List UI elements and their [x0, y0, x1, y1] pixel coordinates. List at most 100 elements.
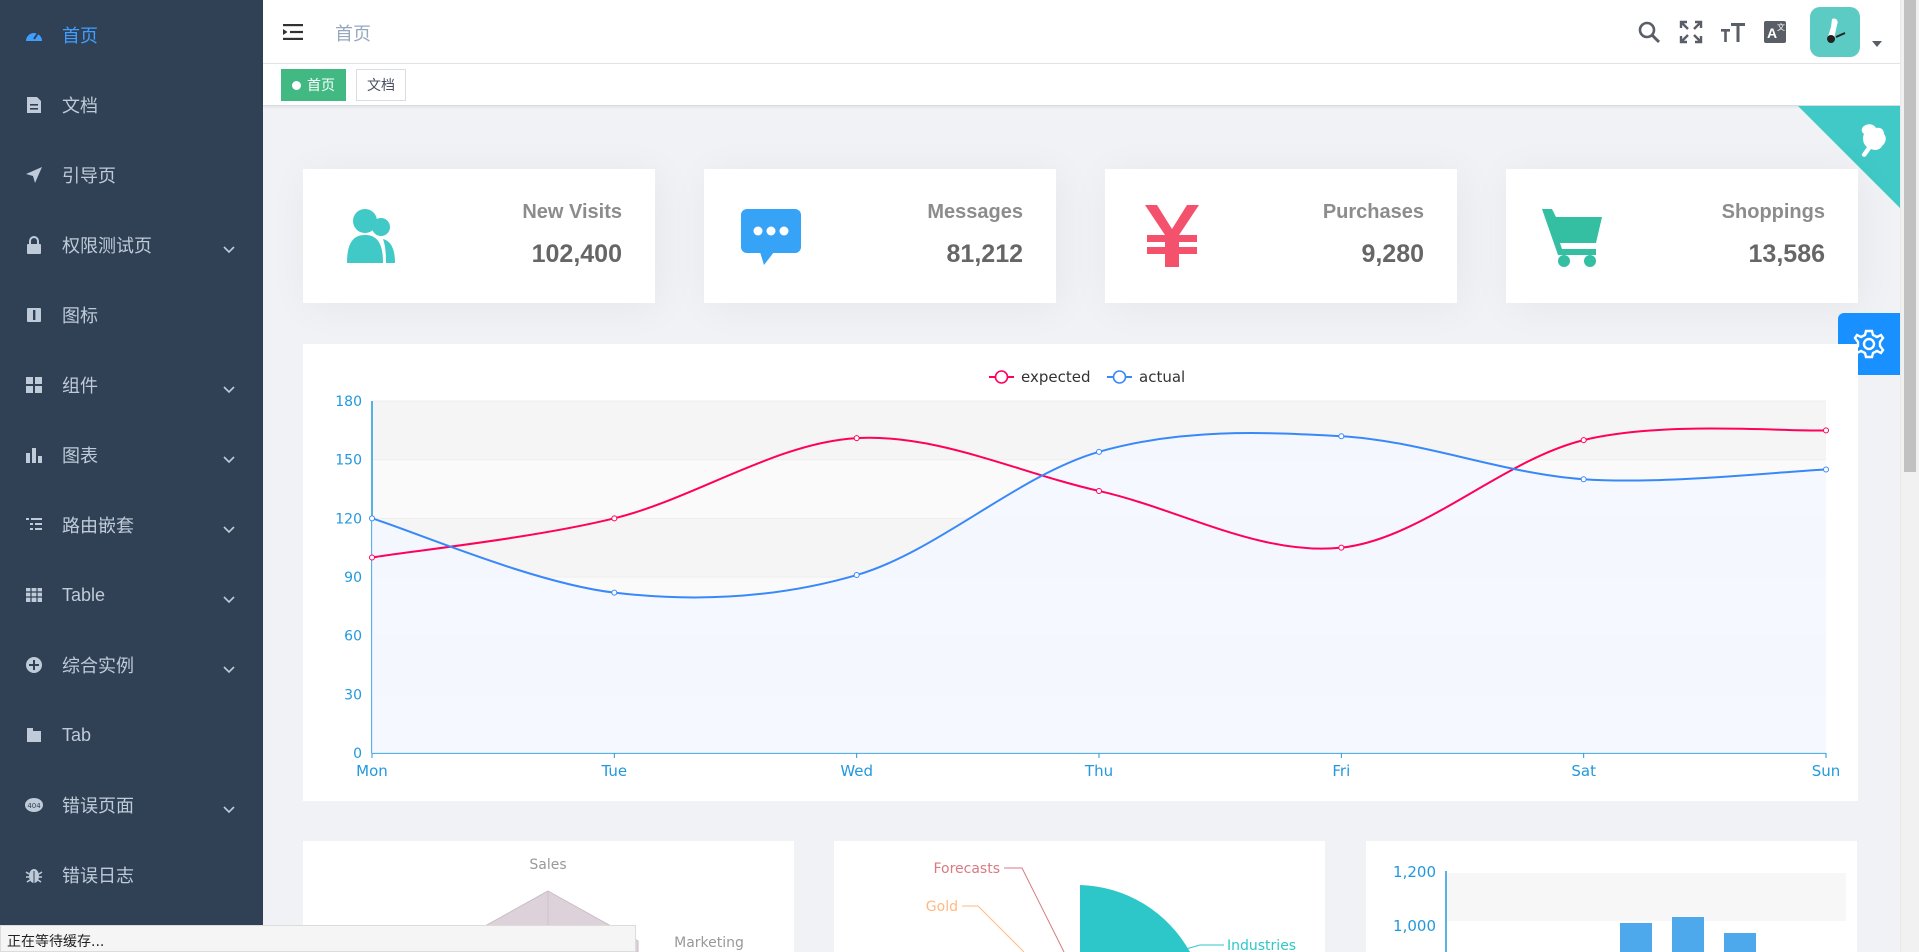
x-tick-label: Fri: [1332, 762, 1350, 780]
legend-label: actual: [1139, 368, 1185, 386]
sidebar-item-6[interactable]: 图表: [0, 420, 263, 490]
svg-text:404: 404: [27, 802, 41, 810]
y-tick-label: 30: [344, 687, 362, 703]
y-tick-label: 90: [344, 570, 362, 586]
dashboard-icon: [24, 25, 44, 45]
y-tick-label: 1,000: [1393, 917, 1436, 935]
sidebar-item-label: Table: [62, 584, 106, 605]
sidebar-item-1[interactable]: 文档: [0, 70, 263, 140]
breadcrumb[interactable]: 首页: [335, 24, 371, 44]
font-size-icon[interactable]: [1712, 11, 1754, 53]
github-corner-icon[interactable]: [1798, 106, 1900, 208]
bar: [1620, 923, 1652, 952]
actual-area: [372, 433, 1826, 753]
data-point: [1096, 448, 1102, 455]
bug-icon: [24, 865, 44, 885]
data-point: [1338, 544, 1345, 551]
peoples-icon: [347, 209, 395, 263]
shopping-icon: [1542, 209, 1602, 267]
sidebar-item-11[interactable]: 404 错误页面: [0, 770, 263, 840]
sidebar-item-10[interactable]: Tab: [0, 700, 263, 770]
chevron-down-icon: [223, 378, 235, 399]
sidebar-item-0[interactable]: 首页: [0, 0, 263, 70]
data-point: [853, 435, 860, 442]
tag-label: 文档: [367, 77, 395, 93]
guide-icon: [24, 165, 44, 185]
component-icon: [24, 375, 44, 395]
bar-chart-panel: 1,200 1,000: [1366, 841, 1857, 952]
sidebar-item-label: 图标: [62, 306, 98, 326]
y-tick-label: 0: [353, 746, 362, 762]
icon-icon: [24, 305, 44, 325]
document-icon: [24, 95, 44, 115]
x-tick-label: Sat: [1571, 762, 1596, 780]
data-point: [369, 554, 375, 561]
scrollbar[interactable]: [1900, 0, 1919, 952]
plot-band: [1446, 873, 1846, 921]
card-value: 102,400: [531, 240, 622, 268]
error-page-icon: 404: [24, 795, 44, 815]
chevron-down-icon[interactable]: [1872, 34, 1882, 52]
radar-indicator-label: Marketing: [674, 935, 744, 951]
chevron-down-icon: [223, 518, 235, 539]
scrollbar-thumb[interactable]: [1904, 0, 1916, 472]
legend-marker: [1112, 370, 1127, 384]
pie-label-line: [1185, 944, 1224, 950]
x-tick-label: Thu: [1084, 762, 1113, 780]
data-point: [853, 572, 860, 579]
legend-marker: [994, 370, 1009, 384]
card-purchases[interactable]: Purchases 9,280: [1105, 169, 1457, 303]
pie-label: Gold: [926, 899, 958, 915]
x-tick-label: Wed: [840, 762, 873, 780]
sidebar-item-7[interactable]: 路由嵌套: [0, 490, 263, 560]
data-point: [369, 515, 375, 522]
data-point: [1580, 437, 1587, 444]
chevron-down-icon: [223, 448, 235, 469]
sidebar-item-9[interactable]: 综合实例: [0, 630, 263, 700]
sidebar-item-label: 首页: [62, 26, 98, 46]
tag-documentation[interactable]: 文档: [356, 69, 406, 101]
sidebar-item-12[interactable]: 错误日志: [0, 840, 263, 910]
sidebar-item-8[interactable]: Table: [0, 560, 263, 630]
card-messages[interactable]: Messages 81,212: [704, 169, 1056, 303]
fullscreen-icon[interactable]: [1670, 11, 1712, 53]
sidebar-item-label: 组件: [62, 376, 98, 396]
sidebar-item-label: 错误页面: [62, 796, 134, 816]
table-icon: [24, 585, 44, 605]
data-point: [1096, 487, 1102, 494]
card-value: 13,586: [1748, 240, 1825, 268]
card-value: 9,280: [1361, 240, 1424, 268]
search-icon[interactable]: [1628, 11, 1670, 53]
bar: [1724, 933, 1756, 952]
card-shoppings[interactable]: Shoppings 13,586: [1506, 169, 1858, 303]
gear-icon: [1853, 329, 1885, 359]
active-dot-icon: [292, 80, 301, 90]
sidebar-item-label: 路由嵌套: [62, 516, 134, 536]
line-chart: 0 30 60 90 120 150 180 Mon Tue Wed Thu Fri Sat Sun exp…: [335, 368, 1840, 780]
sidebar-item-label: 引导页: [62, 166, 116, 186]
line-chart-panel: 0 30 60 90 120 150 180 Mon Tue Wed Thu Fri Sat Sun exp…: [303, 344, 1858, 801]
chevron-down-icon: [223, 798, 235, 819]
y-tick-label: 60: [344, 629, 362, 645]
hamburger-icon[interactable]: [281, 20, 305, 44]
sidebar-item-label: 图表: [62, 446, 98, 466]
message-icon: [741, 209, 801, 265]
avatar[interactable]: [1810, 7, 1860, 57]
data-point: [1580, 476, 1587, 483]
sidebar-item-label: 错误日志: [62, 866, 134, 886]
money-icon: [1145, 205, 1199, 267]
sidebar-item-4[interactable]: 图标: [0, 280, 263, 350]
chevron-down-icon: [223, 588, 235, 609]
pie-label-line: [1004, 867, 1065, 952]
sidebar-item-3[interactable]: 权限测试页: [0, 210, 263, 280]
tag-home[interactable]: 首页: [281, 69, 346, 101]
sidebar-item-5[interactable]: 组件: [0, 350, 263, 420]
sidebar: 首页文档引导页权限测试页图标组件图表路由嵌套 Table 综合实例 Tab 404 错误页…: [0, 0, 263, 952]
card-new-visits[interactable]: New Visits 102,400: [303, 169, 655, 303]
card-title: Shoppings: [1721, 201, 1825, 223]
sidebar-item-2[interactable]: 引导页: [0, 140, 263, 210]
y-tick-label: 150: [335, 453, 362, 469]
x-tick-label: Mon: [356, 762, 388, 780]
